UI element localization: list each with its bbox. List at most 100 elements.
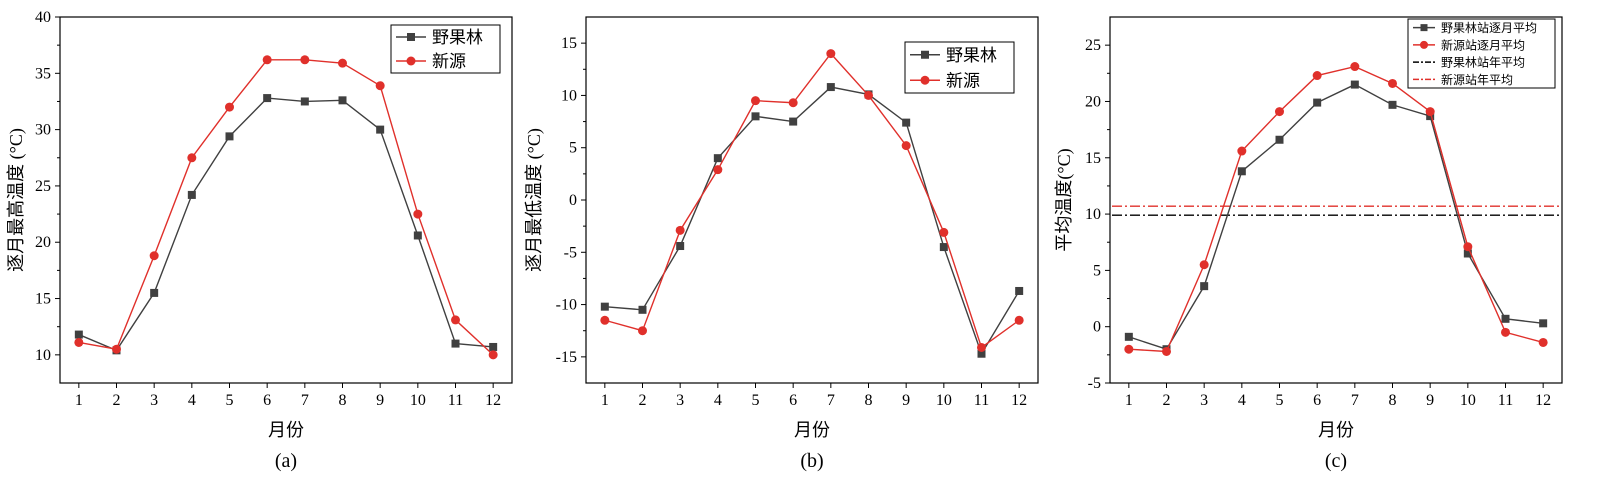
y-tick-label: 20 bbox=[1085, 93, 1101, 110]
x-tick-label: 9 bbox=[1426, 392, 1434, 409]
y-tick-label: 20 bbox=[35, 234, 51, 251]
data-point-circle bbox=[864, 90, 873, 100]
x-axis-title: 月份 bbox=[794, 420, 830, 440]
legend-marker-square bbox=[921, 50, 929, 59]
data-point-circle bbox=[600, 315, 610, 325]
legend-label: 新源站逐月平均 bbox=[1441, 37, 1525, 52]
data-point-circle bbox=[901, 141, 911, 151]
x-tick-label: 3 bbox=[1200, 392, 1208, 409]
data-point-square bbox=[451, 339, 460, 348]
x-tick-label: 10 bbox=[1460, 392, 1476, 409]
legend-marker-square bbox=[407, 33, 415, 41]
legend-marker-circle bbox=[1420, 40, 1428, 49]
y-tick-label: 5 bbox=[1093, 262, 1101, 279]
data-point-circle bbox=[1237, 146, 1247, 156]
data-point-circle bbox=[788, 98, 798, 108]
x-axis-title: 月份 bbox=[1318, 420, 1354, 440]
y-tick-label: 5 bbox=[569, 140, 577, 157]
x-tick-label: 5 bbox=[752, 392, 760, 409]
series-line-0 bbox=[604, 86, 1020, 356]
data-point-square bbox=[902, 118, 911, 127]
data-point-circle bbox=[488, 350, 498, 360]
x-tick-label: 5 bbox=[226, 392, 234, 409]
data-point-circle bbox=[1124, 344, 1134, 354]
y-tick-label: 25 bbox=[1085, 37, 1101, 54]
data-point-circle bbox=[338, 58, 347, 68]
data-point-square bbox=[1426, 112, 1435, 121]
data-point-circle bbox=[1312, 71, 1322, 81]
data-point-square bbox=[638, 305, 647, 314]
data-point-square bbox=[1015, 286, 1024, 295]
y-tick-label: 35 bbox=[35, 65, 51, 82]
data-point-circle bbox=[1425, 107, 1435, 117]
y-tick-label: 10 bbox=[561, 87, 577, 104]
y-tick-label: 15 bbox=[35, 291, 51, 308]
data-point-circle bbox=[1538, 337, 1548, 347]
x-tick-label: 10 bbox=[410, 392, 426, 409]
x-tick-label: 1 bbox=[75, 392, 83, 409]
y-tick-label: -5 bbox=[564, 244, 577, 261]
legend-label: 野果林 bbox=[946, 46, 997, 65]
data-point-square bbox=[789, 117, 798, 126]
y-tick-label: 40 bbox=[35, 9, 51, 26]
legend-marker-square bbox=[1420, 24, 1428, 32]
data-point-circle bbox=[187, 153, 197, 163]
data-point-square bbox=[676, 242, 685, 251]
data-point-square bbox=[376, 125, 385, 134]
plot-frame bbox=[1109, 16, 1563, 384]
x-tick-label: 10 bbox=[936, 392, 952, 409]
x-axis-title: 月份 bbox=[268, 420, 304, 440]
x-tick-label: 8 bbox=[865, 392, 873, 409]
data-point-square bbox=[826, 83, 835, 92]
y-tick-label: -10 bbox=[556, 297, 577, 314]
data-point-circle bbox=[826, 49, 836, 59]
x-tick-label: 2 bbox=[113, 392, 121, 409]
data-point-circle bbox=[1463, 242, 1473, 252]
legend-label: 野果林 bbox=[432, 28, 483, 47]
legend-label: 新源 bbox=[432, 52, 466, 71]
data-point-square bbox=[1350, 80, 1359, 89]
legend-label: 野果林站逐月平均 bbox=[1441, 21, 1537, 35]
x-tick-label: 2 bbox=[1163, 392, 1171, 409]
data-point-square bbox=[187, 190, 196, 199]
y-tick-label: 15 bbox=[561, 35, 577, 52]
x-tick-label: 9 bbox=[902, 392, 910, 409]
data-point-circle bbox=[1350, 62, 1360, 72]
x-tick-label: 3 bbox=[150, 392, 158, 409]
data-point-square bbox=[263, 94, 272, 103]
data-point-circle bbox=[675, 225, 685, 235]
data-point-square bbox=[600, 302, 609, 311]
y-tick-label: -15 bbox=[556, 349, 577, 366]
data-point-square bbox=[939, 243, 948, 252]
plot-frame bbox=[59, 16, 513, 384]
data-point-circle bbox=[1162, 346, 1171, 356]
series-line-1 bbox=[604, 52, 1020, 349]
x-tick-label: 6 bbox=[789, 392, 797, 409]
y-tick-label: 10 bbox=[1085, 206, 1101, 223]
x-tick-label: 7 bbox=[301, 392, 309, 409]
series-line-0 bbox=[78, 97, 494, 352]
data-point-square bbox=[1124, 332, 1133, 341]
panel-label: (c) bbox=[1325, 450, 1347, 472]
y-axis-title: 平均温度(°C) bbox=[1054, 148, 1075, 251]
x-tick-label: 12 bbox=[485, 392, 501, 409]
data-point-circle bbox=[112, 344, 121, 354]
legend-marker-circle bbox=[920, 75, 930, 85]
y-axis-title: 逐月最高温度 (°C) bbox=[6, 128, 27, 272]
x-tick-label: 4 bbox=[714, 392, 722, 409]
x-tick-label: 12 bbox=[1535, 392, 1551, 409]
data-point-circle bbox=[1388, 78, 1397, 88]
x-tick-label: 9 bbox=[376, 392, 384, 409]
y-tick-label: 15 bbox=[1085, 150, 1101, 167]
x-tick-label: 1 bbox=[601, 392, 609, 409]
data-point-square bbox=[1501, 314, 1510, 323]
y-tick-label: 0 bbox=[1093, 319, 1101, 336]
x-tick-label: 7 bbox=[1351, 392, 1359, 409]
data-point-square bbox=[713, 154, 722, 163]
data-point-circle bbox=[74, 337, 84, 347]
